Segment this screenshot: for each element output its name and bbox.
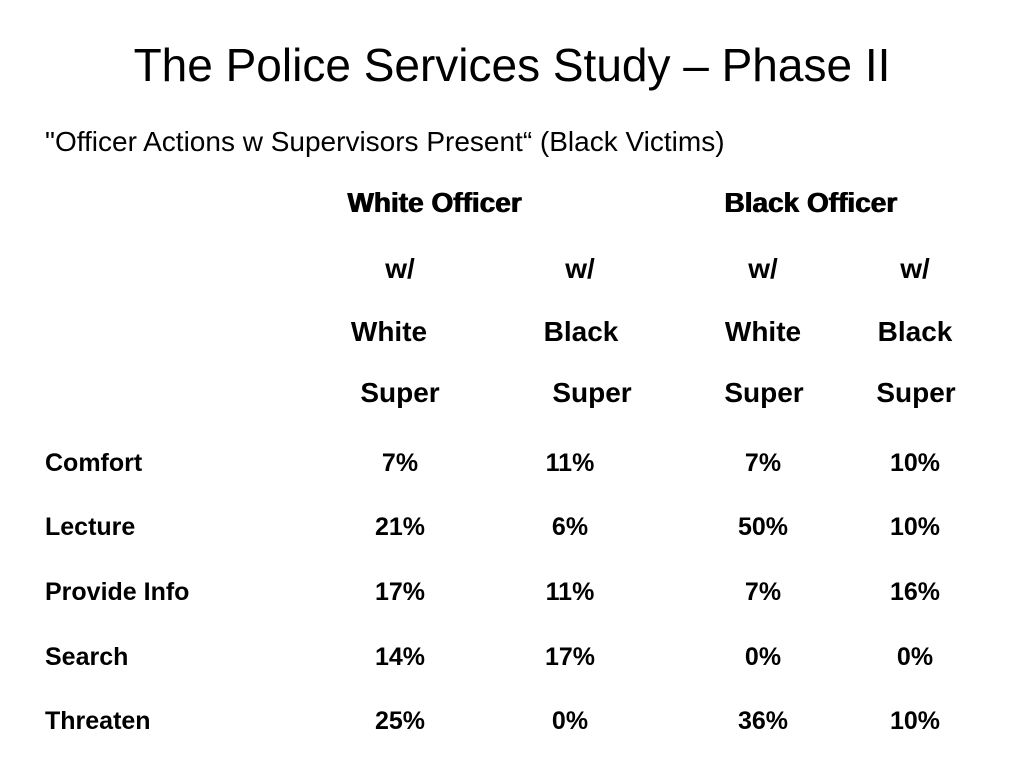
table-cell: 36% xyxy=(737,707,789,735)
col-header-2-line2: Black xyxy=(543,316,619,347)
table-cell: 11% xyxy=(545,578,595,606)
table-cell: 0% xyxy=(744,643,782,671)
col-header-1-line2: White xyxy=(350,316,428,347)
table-cell: 7% xyxy=(744,578,782,606)
table-cell: 0% xyxy=(551,707,589,735)
group-header-white-officer: White Officer xyxy=(347,187,522,218)
col-header-4-line1: w/ xyxy=(900,253,930,284)
row-label: Threaten xyxy=(45,707,151,735)
col-header-3-line1: w/ xyxy=(748,253,778,284)
col-header-2-line1: w/ xyxy=(565,253,595,284)
table-cell: 10% xyxy=(889,513,941,541)
table-cell: 7% xyxy=(381,449,419,477)
table-cell: 50% xyxy=(737,513,789,541)
col-header-3-line2: White xyxy=(724,316,802,347)
table-cell: 14% xyxy=(374,643,426,671)
col-header-4-line2: Black xyxy=(877,316,953,347)
table-cell: 10% xyxy=(889,449,941,477)
table-cell: 7% xyxy=(744,449,782,477)
slide-subtitle: "Officer Actions w Supervisors Present“ … xyxy=(45,126,725,157)
table-cell: 16% xyxy=(889,578,941,606)
table-cell: 11% xyxy=(545,449,595,477)
row-label: Provide Info xyxy=(45,578,190,606)
table-cell: 17% xyxy=(544,643,596,671)
row-label: Comfort xyxy=(45,449,143,477)
slide-title: The Police Services Study – Phase II xyxy=(133,39,891,91)
table-cell: 6% xyxy=(551,513,589,541)
group-header-black-officer: Black Officer xyxy=(724,187,897,218)
col-header-3-line3: Super xyxy=(724,377,804,408)
table-cell: 25% xyxy=(374,707,426,735)
col-header-4-line3: Super xyxy=(876,377,956,408)
row-label: Search xyxy=(45,643,129,671)
table-cell: 21% xyxy=(374,513,426,541)
row-label: Lecture xyxy=(45,513,136,541)
table-cell: 10% xyxy=(889,707,941,735)
col-header-1-line3: Super xyxy=(360,377,440,408)
col-header-2-line3: Super xyxy=(552,377,632,408)
table-cell: 0% xyxy=(896,643,934,671)
table-cell: 17% xyxy=(374,578,426,606)
col-header-1-line1: w/ xyxy=(385,253,415,284)
